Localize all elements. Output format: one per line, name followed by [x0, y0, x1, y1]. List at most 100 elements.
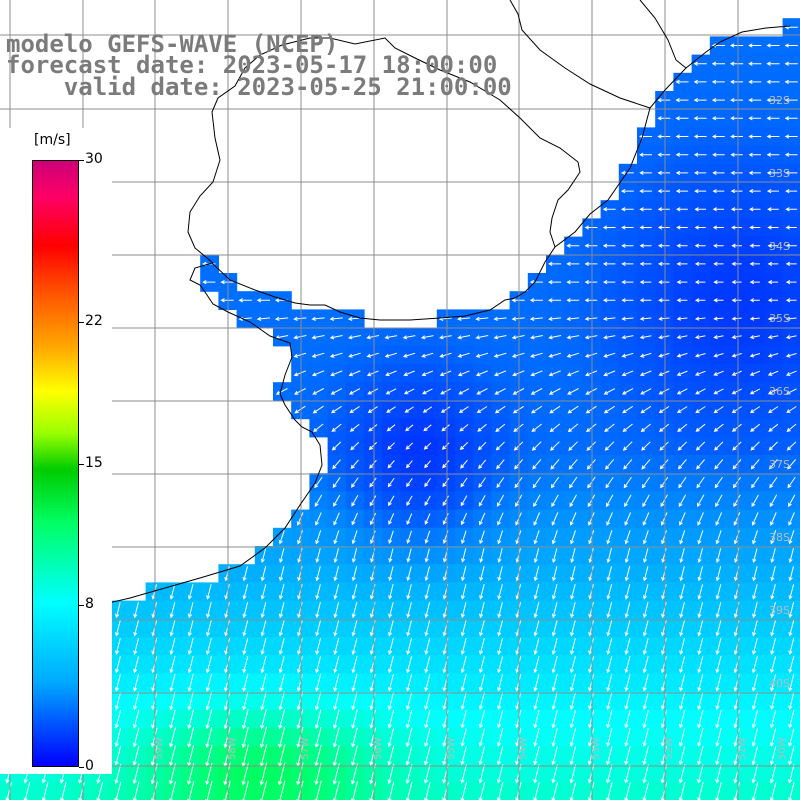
wind-arrow: [293, 388, 306, 395]
wind-arrow: [296, 691, 304, 711]
wind-arrow: [387, 477, 395, 488]
wind-arrow: [569, 710, 576, 729]
wind-arrow: [752, 566, 758, 582]
wind-arrow: [677, 441, 688, 451]
wind-arrow: [696, 476, 705, 489]
wind-arrow: [369, 781, 377, 800]
wind-arrow: [731, 388, 742, 395]
wind-arrow: [566, 370, 579, 377]
wind-arrow: [639, 243, 652, 248]
wind-arrow: [530, 388, 543, 395]
wind-arrow: [187, 727, 195, 748]
wind-arrow: [675, 79, 689, 85]
wind-arrow: [658, 405, 670, 414]
wind-arrow: [621, 298, 634, 303]
wind-arrow: [711, 116, 725, 121]
wind-arrow: [788, 494, 796, 508]
wind-arrow: [785, 353, 797, 358]
wind-arrow: [749, 335, 760, 340]
wind-arrow: [369, 727, 376, 748]
wind-arrow: [460, 692, 467, 711]
wind-arrow: [242, 602, 249, 619]
wind-arrow: [567, 388, 579, 395]
wind-arrow: [548, 335, 562, 340]
wind-arrow: [642, 656, 649, 674]
wind-arrow: [642, 728, 649, 747]
wind-arrow: [296, 512, 304, 526]
wind-arrow: [677, 459, 687, 470]
wind-arrow: [660, 692, 667, 711]
wind-arrow: [606, 710, 613, 729]
wind-arrow: [676, 388, 688, 395]
wind-arrow: [278, 656, 285, 674]
wind-arrow: [331, 441, 342, 451]
wind-arrow: [769, 728, 777, 747]
wind-arrow: [497, 548, 503, 563]
wind-arrow: [748, 116, 762, 121]
wind-arrow: [351, 512, 358, 526]
wind-arrow: [315, 602, 321, 619]
wind-arrow: [206, 602, 212, 619]
wind-arrow: [770, 674, 777, 692]
wind-arrow: [333, 673, 340, 692]
wind-arrow: [711, 61, 725, 66]
wind-arrow: [205, 780, 213, 800]
wind-arrow: [242, 691, 249, 711]
wind-arrow: [296, 638, 303, 656]
wind-arrow: [642, 638, 649, 656]
wind-arrow: [788, 566, 794, 582]
wind-arrow: [604, 441, 615, 451]
wind-arrow: [696, 459, 705, 470]
wind-arrow: [479, 584, 485, 600]
wind-arrow: [715, 494, 723, 508]
wind-arrow: [351, 620, 358, 637]
wind-arrow: [567, 405, 579, 414]
wind-arrow: [642, 512, 650, 526]
wind-arrow: [351, 584, 358, 600]
wind-arrow: [602, 316, 616, 321]
wind-arrow: [751, 782, 759, 800]
wind-arrow: [624, 746, 631, 766]
wind-arrow: [260, 620, 267, 637]
wind-arrow: [315, 512, 322, 526]
wind-arrow: [460, 674, 467, 692]
wind-arrow: [406, 548, 412, 563]
wind-arrow: [478, 692, 485, 711]
wind-arrow: [770, 638, 776, 656]
wind-arrow: [748, 97, 762, 103]
wind-arrow: [641, 459, 651, 470]
coastline: [0, 25, 791, 621]
wind-arrow: [786, 406, 797, 414]
wind-arrow: [642, 710, 649, 729]
wind-arrow: [241, 780, 249, 800]
wind-arrow: [624, 547, 631, 564]
wind-arrow: [606, 674, 613, 692]
wind-arrow: [767, 353, 779, 358]
wind-arrow: [568, 459, 578, 470]
wind-arrow: [457, 316, 471, 321]
colorbar-tick-label: 0: [85, 758, 94, 774]
wind-arrow: [479, 602, 485, 619]
wind-arrow: [785, 335, 797, 340]
wind-arrow: [459, 424, 469, 432]
wind-arrow: [329, 335, 343, 340]
wind-arrow: [676, 225, 688, 230]
wind-arrow: [169, 602, 176, 619]
wind-arrow: [405, 763, 413, 785]
wind-arrow: [406, 656, 413, 674]
wind-arrow: [274, 316, 289, 321]
wind-arrow: [752, 602, 758, 619]
wind-arrow: [369, 495, 377, 507]
latitude-label: 36S: [769, 385, 790, 398]
wind-arrow: [568, 441, 578, 451]
wind-arrow: [114, 745, 122, 766]
wind-arrow: [624, 674, 631, 692]
wind-arrow: [293, 335, 307, 340]
wind-arrow: [749, 261, 760, 267]
wind-arrow: [767, 279, 779, 285]
wind-arrow: [242, 638, 249, 656]
wind-arrow: [661, 602, 667, 619]
wind-arrow: [569, 728, 576, 747]
wind-arrow: [385, 388, 397, 395]
